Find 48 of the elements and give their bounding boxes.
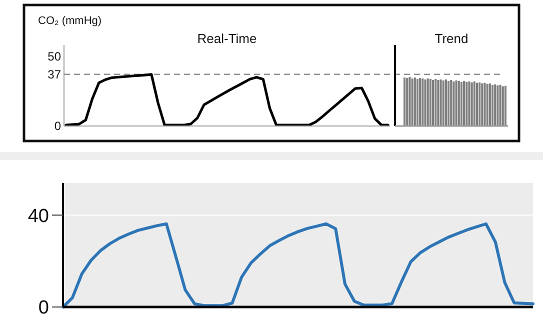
bar xyxy=(416,78,419,126)
text: Trend xyxy=(434,31,468,46)
bar xyxy=(404,77,406,126)
bar xyxy=(440,79,442,126)
bar xyxy=(411,78,414,126)
bar xyxy=(458,80,460,126)
bar xyxy=(442,80,444,126)
bar xyxy=(408,77,411,126)
y-tick-label: 40 xyxy=(28,206,49,227)
bar xyxy=(450,80,452,126)
bar xyxy=(491,84,494,126)
bar xyxy=(422,78,424,126)
bar xyxy=(406,78,408,126)
bar xyxy=(437,80,440,126)
bar xyxy=(429,78,432,126)
y-axis-title: CO₂ (mmHg) xyxy=(38,15,102,27)
annotation: Real-Time xyxy=(197,31,257,46)
bar xyxy=(470,82,473,126)
bar xyxy=(426,78,429,126)
y-tick-label: 0 xyxy=(38,298,49,319)
bar xyxy=(499,84,502,126)
y-tick-label: 0 xyxy=(54,119,62,134)
bar xyxy=(481,83,484,126)
bar xyxy=(447,80,450,126)
bar xyxy=(484,82,486,126)
bar xyxy=(486,84,488,126)
bar xyxy=(432,80,434,126)
bar xyxy=(476,82,478,126)
bar xyxy=(504,86,506,126)
bar xyxy=(434,78,437,126)
bar xyxy=(419,78,422,126)
bar xyxy=(478,82,481,126)
bar xyxy=(488,83,491,126)
bar xyxy=(455,80,458,126)
bar xyxy=(468,81,470,126)
bar xyxy=(466,82,468,126)
bar xyxy=(424,79,426,126)
bar xyxy=(496,85,499,126)
y-tick-label: 50 xyxy=(48,49,62,64)
bar xyxy=(452,81,455,126)
bar xyxy=(414,77,416,126)
bar xyxy=(444,79,447,126)
bar xyxy=(473,81,476,126)
y-tick-label: 37 xyxy=(48,68,62,82)
bar xyxy=(460,82,463,126)
bar xyxy=(463,80,466,126)
bar xyxy=(494,84,496,126)
bar xyxy=(502,86,504,126)
